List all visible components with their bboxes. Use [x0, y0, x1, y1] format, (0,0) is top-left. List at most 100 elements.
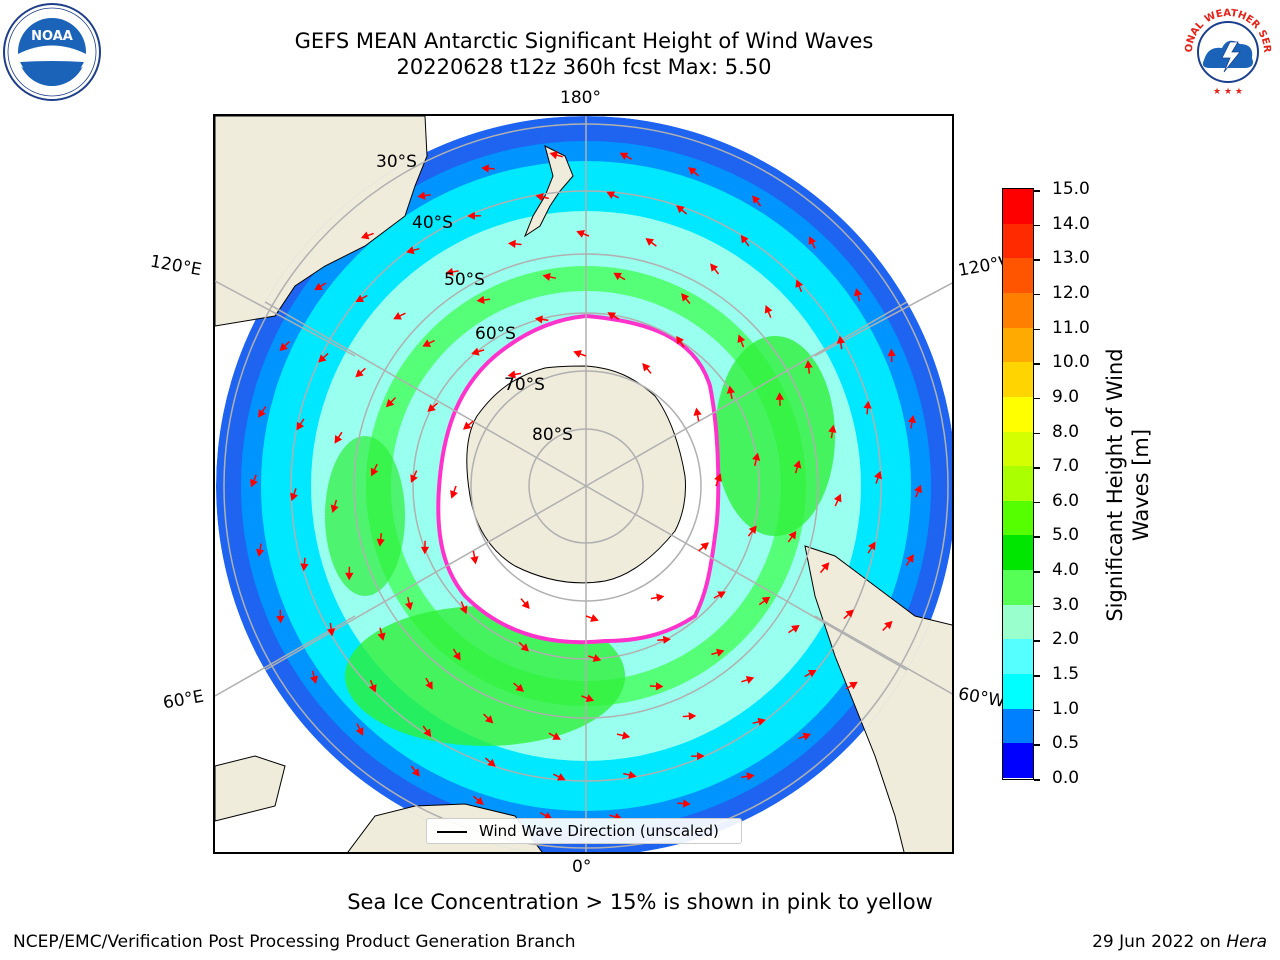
colorbar-segment — [1003, 743, 1033, 779]
lat-label-80s: 80°S — [532, 425, 573, 445]
colorbar-tick — [1034, 709, 1040, 712]
wave-arrow-head — [867, 541, 876, 551]
colorbar-segment — [1003, 639, 1033, 675]
colorbar-tick-label: 14.0 — [1052, 213, 1090, 234]
lon-label-60e: 60°E — [161, 686, 206, 714]
wave-arrow-head — [628, 770, 637, 779]
wave-arrow-head — [874, 470, 882, 480]
lon-label-0: 0° — [572, 857, 592, 877]
wave-arrow-head — [746, 772, 755, 781]
wave-arrow-head — [481, 164, 490, 173]
wave-arrow-head — [376, 538, 385, 547]
wave-arrow-head — [462, 421, 472, 430]
wave-arrow-head — [710, 263, 719, 272]
wave-arrow-head — [717, 591, 726, 599]
wave-arrow-head — [276, 615, 285, 624]
colorbar-tick-label: 13.0 — [1052, 248, 1090, 269]
wave-arrow-head — [700, 542, 710, 551]
colorbar-tick-label: 1.0 — [1052, 698, 1080, 719]
colorbar-tick — [1034, 224, 1040, 227]
colorbar-segment — [1003, 189, 1033, 225]
wave-arrow-head — [688, 167, 697, 176]
wave-arrow-head — [681, 293, 690, 302]
wave-arrow-head — [521, 600, 530, 610]
colorbar-tick — [1034, 293, 1040, 296]
colorbar-tick-label: 3.0 — [1052, 594, 1080, 615]
wave-arrow-head — [258, 409, 266, 418]
wave-arrow-head — [788, 530, 797, 540]
wave-arrow-head — [863, 400, 872, 409]
wave-arrow-head — [752, 452, 761, 461]
africa-land — [215, 755, 286, 822]
wave-arrow-head — [775, 392, 785, 400]
wave-arrow-head — [515, 683, 525, 692]
wave-arrow-head — [655, 682, 664, 691]
wave-arrow-head — [475, 796, 484, 805]
wave-arrow-head — [662, 635, 671, 644]
colorbar-tick — [1034, 397, 1040, 400]
wave-arrow-head — [914, 484, 922, 494]
colorbar-tick-label: 10.0 — [1052, 352, 1090, 373]
wave-arrow-head — [592, 654, 602, 662]
colorbar-tick — [1034, 363, 1040, 365]
wave-arrow-head — [445, 267, 454, 277]
wave-arrow-head — [807, 669, 817, 678]
wave-arrow-head — [576, 229, 585, 238]
colorbar-tick — [1034, 675, 1040, 677]
lon-label-120e: 120°E — [148, 251, 204, 281]
colorbar-segment — [1003, 396, 1033, 433]
wave-arrow-head — [697, 752, 705, 761]
wave-arrow-head — [330, 504, 339, 513]
wave-arrow-head — [507, 370, 516, 379]
wave-arrow-head — [290, 492, 298, 502]
wave-arrow-head — [821, 562, 830, 571]
wave-arrow-head — [845, 609, 854, 618]
wave-arrow-head — [573, 350, 582, 358]
wave-arrow-head — [740, 234, 749, 244]
wave-arrow-head — [370, 467, 379, 477]
colorbar-tick-label: 9.0 — [1052, 386, 1080, 407]
wave-arrow-head — [745, 676, 755, 684]
colorbar-segment — [1003, 292, 1033, 329]
wave-arrow-head — [318, 354, 327, 363]
wave-arrow-head — [535, 193, 544, 202]
wave-arrow-head — [556, 773, 566, 781]
wave-arrow-head — [804, 360, 813, 369]
lat-label-40s: 40°S — [412, 213, 453, 233]
lat-label-60s: 60°S — [475, 324, 516, 344]
colorbar-segment — [1003, 708, 1033, 744]
wave-arrow-head — [791, 625, 800, 633]
colorbar-tick-label: 8.0 — [1052, 421, 1080, 442]
colorbar-tick — [1034, 259, 1040, 261]
wave-arrow-head — [906, 554, 914, 563]
wave-arrow-head — [619, 152, 629, 160]
wave-arrow-head — [757, 717, 766, 726]
colorbar-tick — [1034, 779, 1040, 781]
wave-arrow-head — [360, 231, 370, 240]
wave-arrow-head — [688, 712, 697, 721]
colorbar-tick — [1034, 744, 1040, 746]
wave-arrow-head — [793, 460, 802, 469]
wave-arrow-head — [676, 205, 685, 214]
wave-arrow-head — [606, 191, 616, 199]
wave-arrow-head — [471, 347, 480, 356]
wave-arrow-head — [355, 294, 365, 303]
wave-arrow-head — [808, 236, 817, 245]
chart-subtitle: 20220628 t12z 360h fcst Max: 5.50 — [396, 55, 772, 79]
colorbar-segment — [1003, 535, 1033, 571]
wave-arrow-head — [425, 681, 433, 690]
map-legend: Wind Wave Direction (unscaled) — [426, 818, 742, 844]
colorbar-tick-label: 5.0 — [1052, 525, 1080, 546]
wave-arrow-head — [314, 282, 323, 291]
wave-arrow-head — [542, 272, 551, 281]
wave-arrow-head — [487, 758, 496, 767]
wave-arrow-head — [406, 246, 415, 255]
wave-arrow-head — [726, 385, 735, 394]
wave-arrow-head — [377, 632, 386, 641]
colorbar-tick — [1034, 467, 1040, 469]
wave-arrow-head — [534, 315, 543, 324]
wave-arrow-head — [764, 305, 773, 314]
wave-arrow-head — [423, 728, 432, 738]
wave-arrow-head — [427, 403, 436, 412]
colorbar-tick — [1034, 501, 1040, 504]
